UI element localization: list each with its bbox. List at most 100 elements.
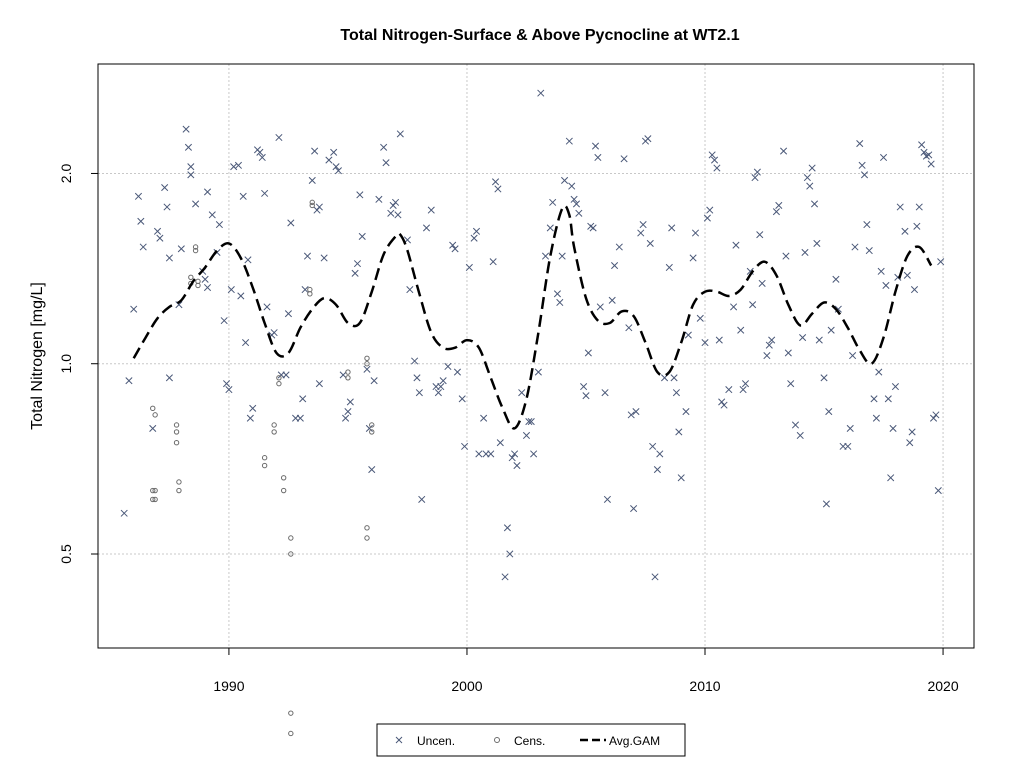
uncensored-point: [494, 185, 502, 193]
censored-point: [176, 479, 182, 485]
uncensored-point: [710, 156, 719, 164]
uncensored-point: [820, 374, 828, 382]
uncensored-point: [884, 395, 892, 403]
uncensored-point: [534, 368, 542, 376]
uncensored-point: [684, 331, 692, 339]
uncensored-point: [739, 386, 747, 394]
uncensored-point: [877, 267, 885, 275]
uncensored-point: [315, 203, 323, 211]
uncensored-point: [813, 239, 821, 247]
uncensored-point: [589, 224, 597, 232]
uncensored-point: [910, 286, 919, 294]
censored-points: [150, 199, 375, 737]
uncensored-point: [227, 286, 235, 294]
uncensored-point: [380, 143, 388, 151]
uncensored-point: [239, 192, 247, 200]
censored-point: [364, 361, 370, 367]
uncensored-point: [701, 339, 709, 347]
uncensored-point: [422, 224, 431, 232]
uncensored-point: [801, 248, 809, 256]
uncensored-point: [632, 408, 640, 416]
uncensored-point: [682, 408, 690, 416]
censored-point: [345, 375, 351, 381]
uncensored-point: [672, 389, 680, 397]
legend: Uncen. Cens. Avg.GAM: [376, 723, 686, 757]
uncensored-point: [780, 147, 788, 155]
censored-point: [288, 535, 294, 541]
uncensored-point: [411, 357, 419, 365]
x-axis: 1990 2000 2010 2020: [213, 647, 959, 694]
censored-point: [261, 455, 268, 461]
censored-point: [276, 375, 282, 381]
uncensored-point: [491, 178, 500, 186]
censored-point: [150, 487, 156, 494]
grid: [98, 64, 974, 648]
uncensored-point: [620, 155, 628, 163]
uncensored-point: [753, 168, 761, 176]
uncensored-points: [120, 89, 945, 581]
uncensored-point: [844, 442, 852, 450]
uncensored-point: [287, 219, 295, 227]
uncensored-point: [549, 198, 557, 206]
uncensored-point: [130, 305, 138, 313]
uncensored-point: [396, 130, 404, 138]
uncensored-point: [846, 424, 854, 432]
uncensored-point: [203, 283, 212, 292]
y-tick-label: 1.0: [58, 354, 74, 374]
uncensored-point: [646, 239, 654, 247]
uncensored-point: [453, 368, 461, 376]
uncensored-point: [668, 224, 676, 232]
uncensored-point: [889, 424, 897, 432]
uncensored-point: [879, 153, 888, 162]
uncensored-point: [258, 153, 266, 162]
uncensored-point: [284, 310, 292, 318]
uncensored-point: [530, 450, 538, 458]
uncensored-point: [706, 206, 714, 214]
uncensored-point: [806, 182, 814, 190]
uncensored-point: [165, 254, 173, 262]
uncensored-point: [387, 209, 395, 217]
uncensored-point: [934, 486, 942, 495]
uncensored-point: [920, 148, 928, 156]
uncensored-point: [822, 500, 830, 508]
legend-gam-label: Avg.GAM: [609, 734, 660, 748]
uncensored-point: [161, 183, 169, 192]
uncensored-point: [584, 349, 592, 357]
uncensored-point: [187, 163, 195, 171]
uncensored-point: [882, 281, 890, 289]
uncensored-point: [925, 151, 933, 159]
uncensored-point: [434, 389, 442, 397]
uncensored-point: [675, 428, 683, 436]
uncensored-point: [630, 505, 638, 513]
uncensored-point: [508, 454, 516, 462]
uncensored-point: [475, 450, 483, 458]
gam-line: [132, 204, 933, 430]
x-tick-label: 2020: [927, 678, 958, 694]
uncensored-point: [691, 229, 700, 237]
uncensored-point: [665, 263, 673, 272]
censored-point: [173, 439, 180, 446]
uncensored-point: [344, 408, 352, 416]
uncensored-point: [406, 286, 414, 294]
uncensored-point: [627, 411, 635, 419]
uncensored-point: [644, 135, 652, 143]
x-tick-label: 2010: [689, 678, 720, 694]
uncensored-point: [561, 176, 569, 184]
uncensored-point: [922, 152, 930, 160]
uncensored-point: [689, 254, 697, 262]
uncensored-point: [875, 368, 883, 376]
legend-cens-symbol: [494, 737, 500, 743]
censored-point: [309, 199, 315, 206]
uncensored-point: [125, 377, 133, 385]
uncensored-point: [242, 339, 250, 347]
uncensored-point: [346, 398, 354, 406]
x-tick-label: 1990: [213, 678, 244, 694]
uncensored-point: [782, 252, 790, 260]
uncensored-point: [915, 203, 923, 211]
uncensored-point: [339, 371, 347, 379]
uncensored-point: [787, 380, 795, 388]
uncensored-point: [768, 336, 776, 344]
uncensored-point: [215, 221, 223, 229]
censored-point: [150, 405, 156, 412]
